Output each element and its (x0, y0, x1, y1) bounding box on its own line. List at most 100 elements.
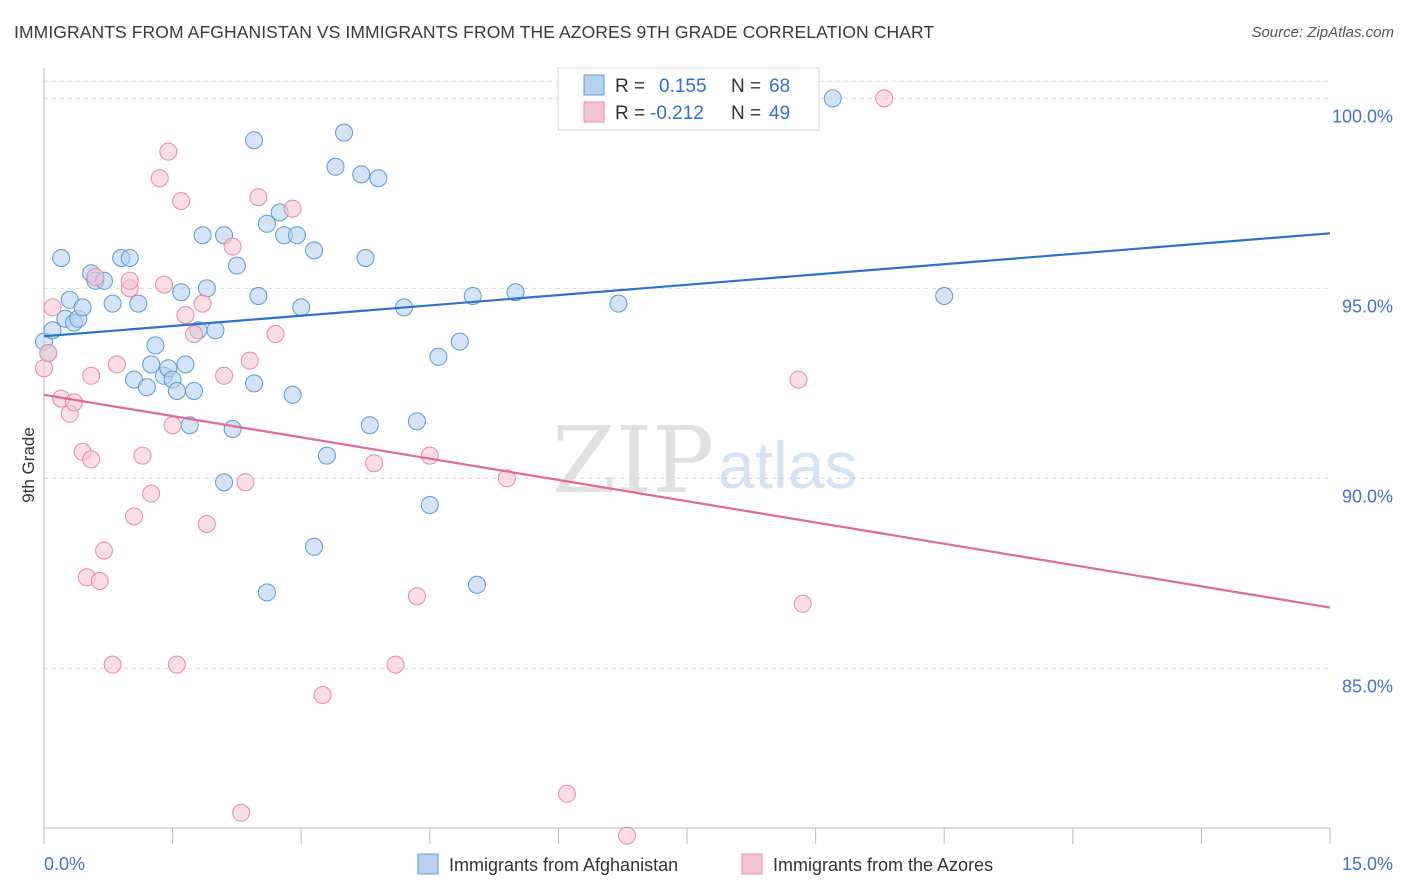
series-legend: Immigrants from Afghanistan Immigrants f… (417, 853, 993, 875)
gridlines (44, 80, 1330, 669)
stats-r-value-2: -0.212 (650, 103, 704, 124)
data-point (197, 279, 216, 298)
data-point (142, 484, 161, 503)
legend-swatch-afghanistan (417, 853, 439, 875)
data-point (86, 268, 105, 286)
data-point (163, 416, 182, 435)
data-point (287, 226, 306, 245)
data-point (193, 226, 212, 245)
data-point (176, 306, 195, 324)
data-point (335, 123, 354, 142)
data-point (935, 287, 954, 305)
data-point (90, 572, 109, 590)
data-point (249, 188, 268, 207)
y-tick-label: 85.0% (1342, 676, 1393, 696)
data-point (506, 283, 525, 302)
data-point (43, 298, 62, 317)
data-point (823, 89, 842, 108)
data-point (206, 321, 225, 340)
watermark-zip: ZIP (552, 407, 714, 514)
data-point (146, 336, 165, 355)
data-point (313, 686, 332, 704)
data-point (95, 541, 114, 560)
data-point (360, 416, 379, 435)
data-point (137, 378, 156, 397)
data-point (257, 214, 276, 233)
data-point (120, 249, 139, 267)
data-point (789, 370, 808, 389)
data-point (120, 271, 139, 290)
y-axis-label: 9th Grade (19, 427, 38, 503)
watermark: ZIP atlas (552, 407, 857, 514)
data-point (266, 325, 285, 343)
data-point (420, 496, 439, 514)
data-point (65, 393, 84, 412)
data-point (232, 803, 251, 822)
data-point (39, 344, 58, 362)
stats-legend: R = 0.155 N = 68 R = -0.212 N = 49 (557, 67, 820, 131)
data-point (215, 473, 234, 492)
data-point (386, 655, 405, 674)
data-point (557, 784, 576, 803)
data-point (245, 131, 264, 150)
data-point (617, 826, 636, 845)
data-point (215, 366, 234, 385)
data-point (407, 587, 426, 606)
data-point (365, 454, 384, 473)
data-point (167, 655, 186, 674)
data-point (35, 359, 53, 378)
data-point (155, 275, 174, 294)
data-point (283, 385, 302, 404)
data-point (317, 446, 336, 465)
legend-label-azores: Immigrants from the Azores (773, 855, 993, 875)
data-point (305, 537, 324, 556)
stats-n-value-1: 68 (769, 76, 790, 97)
data-point (107, 355, 126, 374)
data-point (305, 241, 324, 260)
data-point (429, 347, 448, 366)
data-point (875, 89, 894, 108)
data-point (103, 655, 122, 674)
legend-swatch-azores (741, 853, 763, 875)
data-point (129, 294, 148, 313)
data-point (172, 192, 191, 210)
trend-lines (43, 232, 1331, 609)
data-point (450, 332, 469, 351)
stats-r-value-1: 0.155 (659, 76, 707, 97)
x-tick-label-right: 15.0% (1342, 854, 1393, 874)
data-point (240, 351, 259, 370)
source-label: Source: ZipAtlas.com (1251, 24, 1394, 41)
data-point (356, 249, 375, 267)
legend-label-afghanistan: Immigrants from Afghanistan (449, 855, 678, 875)
data-point (326, 157, 345, 176)
data-point (82, 450, 101, 469)
stats-r-label-1: R = (615, 76, 645, 97)
stats-legend-swatch-blue (583, 74, 605, 96)
x-tick-labels: 0.0% 15.0% (44, 854, 1393, 874)
data-point (150, 169, 169, 188)
data-point (52, 249, 71, 267)
data-point (249, 287, 268, 305)
axes (43, 68, 1331, 844)
watermark-atlas: atlas (718, 428, 857, 502)
stats-n-label-2: N = (731, 103, 761, 124)
data-point (245, 374, 264, 393)
x-tick-label-left: 0.0% (44, 854, 85, 874)
data-point (167, 382, 186, 400)
data-point (172, 283, 191, 302)
series-afghanistan (35, 89, 954, 602)
data-point (73, 298, 92, 317)
data-point (467, 575, 486, 594)
y-tick-label: 100.0% (1332, 106, 1393, 126)
data-point (407, 412, 426, 431)
data-point (223, 420, 242, 438)
y-tick-label: 95.0% (1342, 296, 1393, 316)
data-point (133, 446, 152, 465)
data-point (497, 469, 516, 488)
data-point (159, 142, 178, 161)
trend-line-afghanistan (43, 232, 1331, 338)
data-point (369, 169, 388, 188)
data-point (352, 165, 371, 184)
stats-n-value-2: 49 (769, 103, 790, 124)
